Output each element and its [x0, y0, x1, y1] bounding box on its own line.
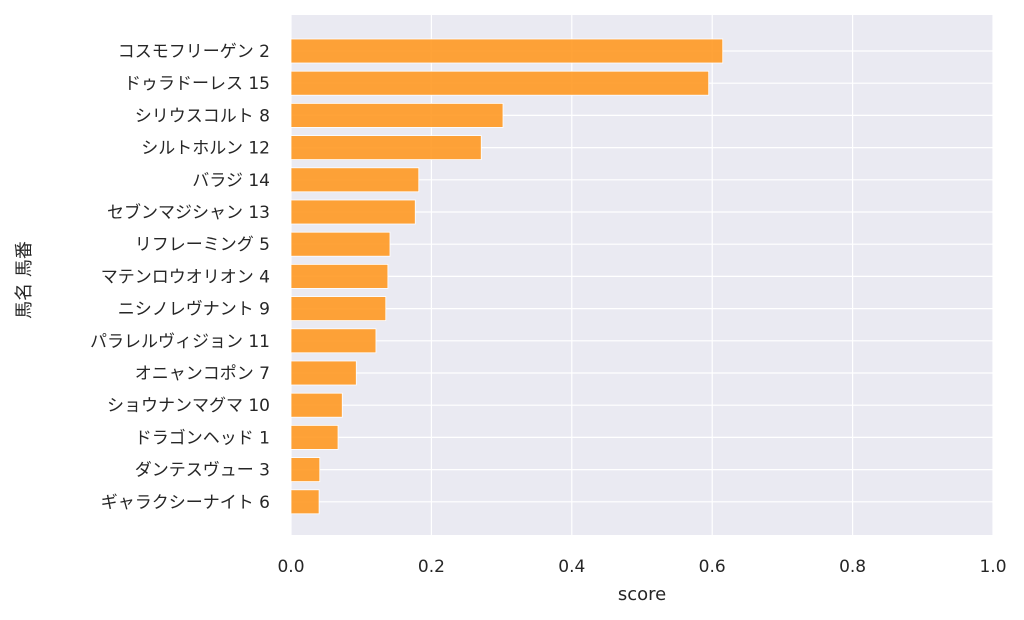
x-tick-label: 0.8	[839, 557, 866, 577]
y-axis-label: 馬名 馬番	[14, 241, 35, 319]
y-tick-label: リフレーミング 5	[135, 235, 270, 255]
y-tick-label: パラレルヴィジョン 11	[90, 332, 270, 352]
bar	[290, 135, 482, 161]
bar	[290, 328, 377, 354]
bar	[290, 70, 710, 96]
y-tick-label: シリウスコルト 8	[135, 106, 270, 126]
x-tick-label: 0.4	[558, 557, 585, 577]
y-tick-label: セブンマジシャン 13	[107, 202, 270, 223]
x-tick-label: 0.6	[699, 557, 726, 577]
bar	[290, 489, 320, 515]
y-tick-label: ダンテスヴュー 3	[135, 461, 270, 481]
x-tick-label: 0.2	[418, 557, 445, 577]
y-tick-label: シルトホルン 12	[141, 139, 270, 159]
bar	[290, 263, 389, 289]
y-tick-labels: コスモフリーゲン 2 ドゥラドーレス 15 シリウスコルト 8 シルトホルン 12 バラ…	[90, 42, 270, 513]
x-tick-label: 1.0	[979, 557, 1006, 577]
bar	[290, 38, 724, 64]
y-tick-label: マテンロウオリオン 4	[101, 267, 270, 287]
bar	[290, 199, 416, 225]
bar	[290, 360, 357, 386]
bar	[290, 296, 387, 322]
y-tick-label: ドゥラドーレス 15	[124, 74, 270, 94]
bar	[290, 231, 391, 257]
bar	[290, 424, 339, 450]
plot-background	[291, 15, 993, 535]
y-tick-label: ギャラクシーナイト 6	[101, 493, 270, 513]
y-tick-label: コスモフリーゲン 2	[118, 42, 270, 62]
x-axis-label: score	[618, 584, 666, 605]
y-tick-label: ニシノレヴナント 9	[118, 300, 270, 320]
bar	[290, 392, 343, 418]
y-tick-label: オニャンコポン 7	[135, 364, 270, 384]
bar	[290, 103, 504, 128]
bar	[290, 457, 321, 483]
y-tick-label: ドラゴンヘッド 1	[135, 427, 270, 448]
bars	[290, 38, 724, 515]
x-tick-label: 0.0	[277, 557, 304, 577]
x-tick-labels: 0.0 0.2 0.4 0.6 0.8 1.0	[277, 557, 1006, 577]
bar	[290, 167, 420, 193]
y-tick-label: ショウナンマグマ 10	[107, 396, 270, 416]
y-tick-label: バラジ 14	[192, 171, 270, 191]
